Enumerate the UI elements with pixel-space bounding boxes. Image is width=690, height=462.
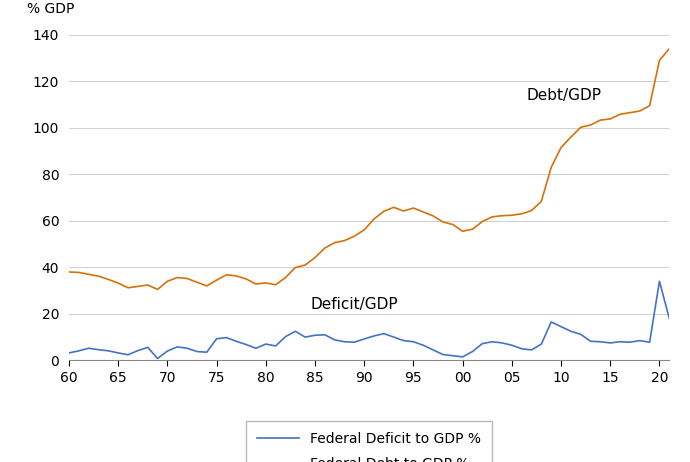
Federal Debt to GDP % bbox=[65, 269, 73, 275]
Federal Deficit to GDP % bbox=[596, 339, 604, 345]
Federal Deficit to GDP % bbox=[656, 279, 664, 284]
Federal Deficit to GDP % bbox=[232, 339, 240, 344]
Text: Debt/GDP: Debt/GDP bbox=[526, 88, 602, 103]
Text: % GDP: % GDP bbox=[27, 2, 75, 16]
Federal Deficit to GDP % bbox=[114, 350, 122, 356]
Line: Federal Deficit to GDP %: Federal Deficit to GDP % bbox=[69, 281, 669, 359]
Federal Deficit to GDP % bbox=[439, 352, 447, 357]
Federal Deficit to GDP % bbox=[193, 349, 201, 354]
Federal Debt to GDP % bbox=[665, 46, 673, 51]
Text: Deficit/GDP: Deficit/GDP bbox=[310, 297, 397, 312]
Line: Federal Debt to GDP %: Federal Debt to GDP % bbox=[69, 49, 669, 289]
Federal Deficit to GDP % bbox=[65, 350, 73, 356]
Federal Deficit to GDP % bbox=[153, 356, 161, 361]
Federal Debt to GDP % bbox=[153, 286, 161, 292]
Federal Deficit to GDP % bbox=[370, 333, 378, 339]
Federal Debt to GDP % bbox=[114, 280, 122, 286]
Federal Debt to GDP % bbox=[193, 280, 201, 285]
Federal Deficit to GDP % bbox=[665, 316, 673, 321]
Federal Debt to GDP % bbox=[439, 219, 447, 225]
Legend: Federal Deficit to GDP %, Federal Debt to GDP %: Federal Deficit to GDP %, Federal Debt t… bbox=[246, 421, 492, 462]
Federal Debt to GDP % bbox=[596, 117, 604, 123]
Federal Debt to GDP % bbox=[370, 216, 378, 222]
Federal Debt to GDP % bbox=[232, 273, 240, 279]
